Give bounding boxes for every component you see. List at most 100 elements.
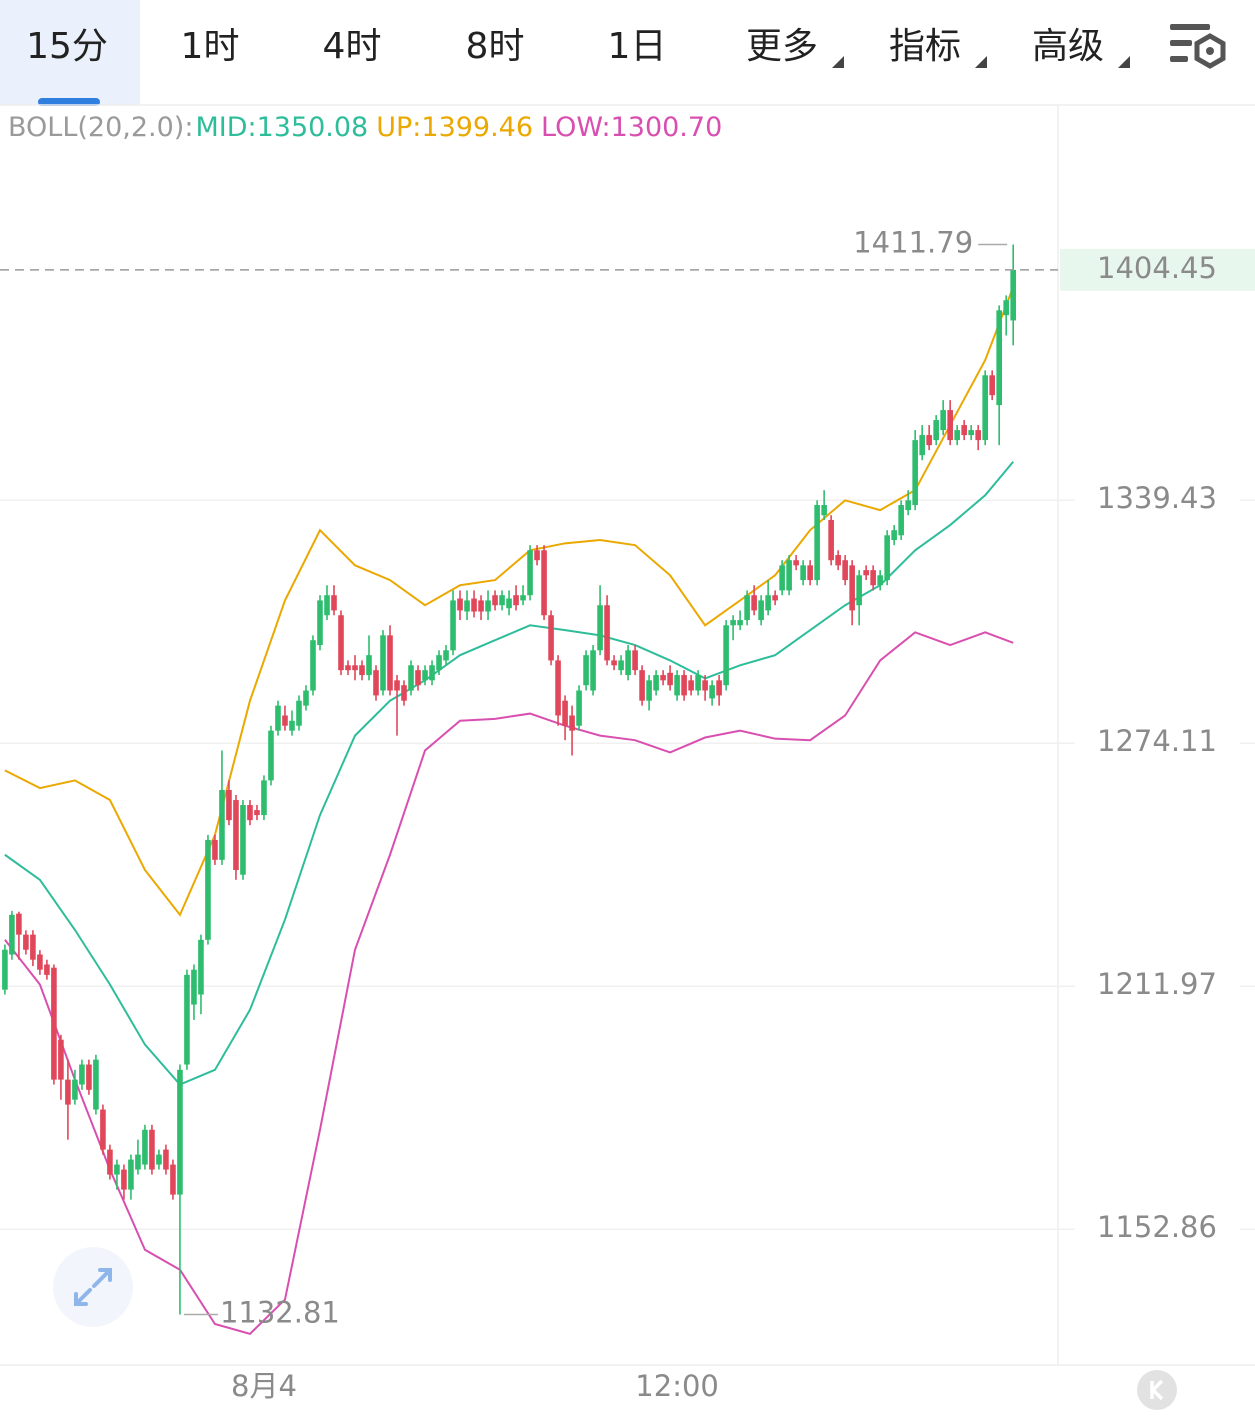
candle-body xyxy=(205,839,211,940)
candle-body xyxy=(170,1164,176,1195)
candle-body xyxy=(443,650,449,661)
candle-body xyxy=(926,435,932,446)
candle-body xyxy=(422,670,428,681)
y-tick-label-bg xyxy=(1075,480,1240,521)
candle-body xyxy=(807,565,813,581)
candle-body xyxy=(569,715,575,731)
candle-body xyxy=(765,595,771,611)
candle-body xyxy=(345,665,351,671)
candle-body xyxy=(198,939,204,995)
tab[interactable]: 指标 xyxy=(889,26,961,67)
candle-body xyxy=(940,410,946,431)
tab[interactable]: 15分 xyxy=(26,26,108,67)
candle-body xyxy=(702,680,708,691)
candle-body xyxy=(814,505,820,581)
candle-body xyxy=(933,420,939,441)
candle-body xyxy=(961,425,967,436)
candle-body xyxy=(429,665,435,681)
candle-body xyxy=(9,914,15,955)
candle-body xyxy=(86,1064,92,1090)
candle-body xyxy=(191,969,197,1005)
candle-body xyxy=(177,1069,183,1195)
y-tick-label: 1211.97 xyxy=(1097,967,1217,1001)
candle-body xyxy=(968,430,974,436)
candle-body xyxy=(772,595,778,601)
candle-body xyxy=(16,913,22,935)
candles xyxy=(2,244,1016,1315)
candle-body xyxy=(37,954,43,970)
candle-body xyxy=(51,967,57,1080)
candle-body xyxy=(562,700,568,726)
candle-body xyxy=(310,640,316,691)
candle-body xyxy=(996,310,1002,406)
x-tick-label: 8月4 xyxy=(231,1369,297,1403)
legend-entry: LOW:1300.70 xyxy=(541,112,722,143)
overlay: 1404.45 1411.79 1132.81 xyxy=(0,226,1255,1329)
y-tick-label-bg xyxy=(1075,723,1240,764)
candle-body xyxy=(233,800,239,870)
expand-button[interactable] xyxy=(53,1247,133,1327)
candle-body xyxy=(982,375,988,441)
legend-indicator: BOLL(20,2.0): xyxy=(8,112,193,143)
candle-body xyxy=(457,598,463,611)
legend: BOLL(20,2.0):MID:1350.08 UP:1399.46 LOW:13… xyxy=(8,112,722,143)
band-line xyxy=(4,461,1014,1086)
candle-body xyxy=(723,625,729,686)
candle-body xyxy=(163,1149,169,1170)
candle-body xyxy=(898,505,904,536)
candle-body xyxy=(751,595,757,611)
candle-body xyxy=(555,660,561,716)
tab[interactable]: 更多 xyxy=(746,26,818,67)
candle-body xyxy=(317,600,323,646)
tab[interactable]: 1时 xyxy=(181,26,240,67)
legend-entry: UP:1399.46 xyxy=(376,112,533,143)
candle-body xyxy=(93,1059,99,1110)
candle-body xyxy=(625,650,631,676)
candle-body xyxy=(828,519,834,561)
candle-body xyxy=(884,535,890,581)
candle-body xyxy=(793,560,799,566)
candle-body xyxy=(660,675,666,681)
candle-body xyxy=(954,430,960,441)
candle-body xyxy=(324,595,330,616)
tab[interactable]: 1日 xyxy=(608,26,667,67)
candle-body xyxy=(632,650,638,671)
candle-body xyxy=(100,1109,106,1150)
tab[interactable]: 高级 xyxy=(1032,26,1104,67)
candle-body xyxy=(912,440,918,506)
candle-body xyxy=(891,530,897,541)
candle-body xyxy=(415,670,421,686)
candle-body xyxy=(877,575,883,586)
candle-body xyxy=(128,1159,134,1190)
candle-body xyxy=(436,655,442,671)
candle-body xyxy=(513,595,519,606)
y-tick-label: 1274.11 xyxy=(1097,724,1217,758)
candle-body xyxy=(184,974,190,1065)
candle-body xyxy=(296,700,302,726)
candle-body xyxy=(870,570,876,586)
candle-body xyxy=(695,675,701,691)
candle-body xyxy=(863,570,869,576)
candle-body xyxy=(520,595,526,601)
settings-icon[interactable] xyxy=(1170,24,1226,69)
candle-body xyxy=(527,550,533,596)
candle-body xyxy=(800,565,806,581)
candle-body xyxy=(282,715,288,726)
candle-body xyxy=(534,550,540,561)
candle-body xyxy=(450,600,456,651)
candle-body xyxy=(121,1169,127,1190)
history-button[interactable] xyxy=(1137,1370,1177,1410)
candle-body xyxy=(212,839,218,860)
band-line xyxy=(4,286,1015,917)
candle-body xyxy=(72,1079,78,1100)
tab[interactable]: 4时 xyxy=(323,26,382,67)
high-label: 1411.79 xyxy=(853,226,973,260)
candle-body xyxy=(758,600,764,621)
candle-body xyxy=(275,705,281,731)
candle-body xyxy=(674,675,680,696)
tab[interactable]: 8时 xyxy=(466,26,525,67)
candle-body xyxy=(709,685,715,699)
candle-body xyxy=(744,595,750,621)
candle-body xyxy=(107,1149,113,1175)
